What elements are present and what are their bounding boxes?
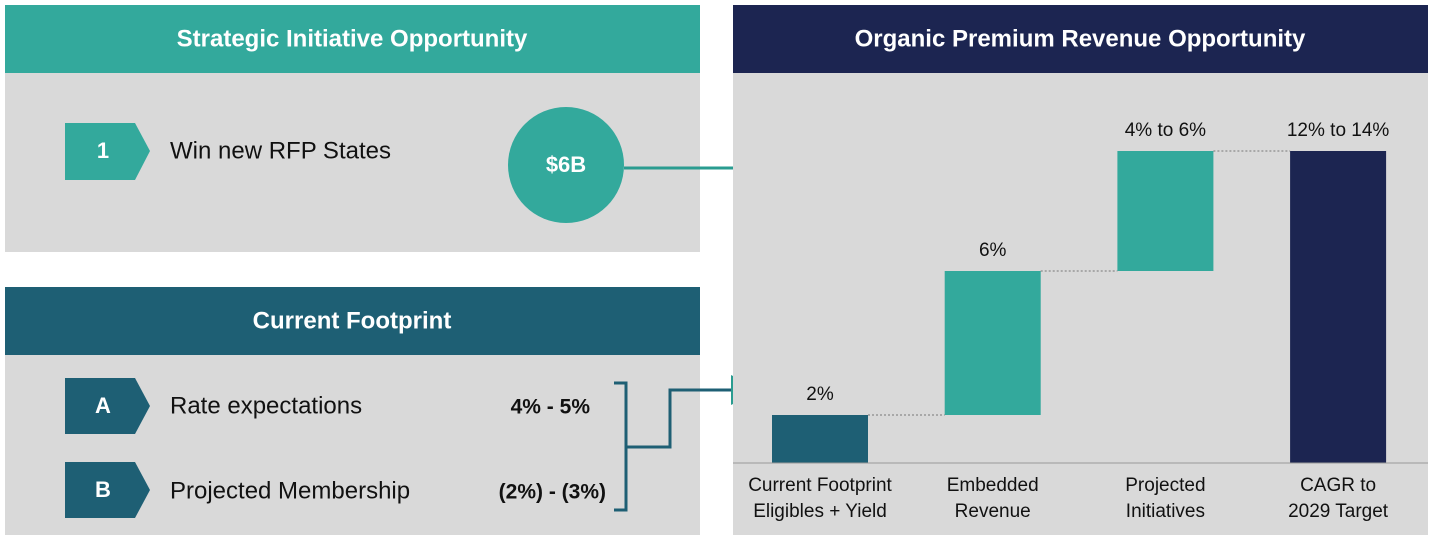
item-label: Rate expectations — [170, 392, 362, 419]
bar — [1117, 151, 1214, 271]
category-label: Revenue — [955, 501, 1031, 522]
chevron — [65, 123, 150, 180]
bubble — [508, 107, 624, 223]
chart: 2% Current Footprint Eligibles + Yield 6% Em… — [733, 120, 1428, 522]
bracket-arrow — [614, 383, 758, 512]
header — [5, 5, 700, 73]
chevron — [65, 378, 150, 434]
category-label: Initiatives — [1126, 501, 1205, 522]
item-value: (2%) - (3%) — [499, 481, 606, 504]
value-label: 4% to 6% — [1125, 120, 1206, 141]
panel-title: Current Footprint — [253, 307, 452, 334]
bar — [772, 415, 868, 463]
category-label: Projected — [1125, 475, 1205, 496]
category-label: Current Footprint — [748, 475, 892, 496]
marker: B — [95, 477, 111, 502]
panel-title: Strategic Initiative Opportunity — [177, 25, 528, 52]
item-label: Win new RFP States — [170, 137, 391, 164]
chevron — [65, 462, 150, 518]
bar — [944, 271, 1041, 415]
item-value: 4% - 5% — [511, 396, 591, 419]
value-label: 2% — [806, 384, 834, 405]
marker: 1 — [97, 138, 109, 163]
header — [733, 5, 1428, 73]
header — [5, 287, 700, 355]
bar — [1290, 151, 1387, 463]
category-label: Eligibles + Yield — [753, 501, 887, 522]
value-label: 6% — [979, 240, 1007, 261]
marker: A — [95, 393, 111, 418]
value-label: 12% to 14% — [1287, 120, 1390, 141]
category-label: 2029 Target — [1288, 501, 1389, 522]
chart-title: Organic Premium Revenue Opportunity — [855, 25, 1306, 52]
category-label: CAGR to — [1300, 475, 1376, 496]
category-label: Embedded — [947, 475, 1039, 496]
item-label: Projected Membership — [170, 477, 410, 504]
bubble-label: $6B — [546, 152, 586, 177]
